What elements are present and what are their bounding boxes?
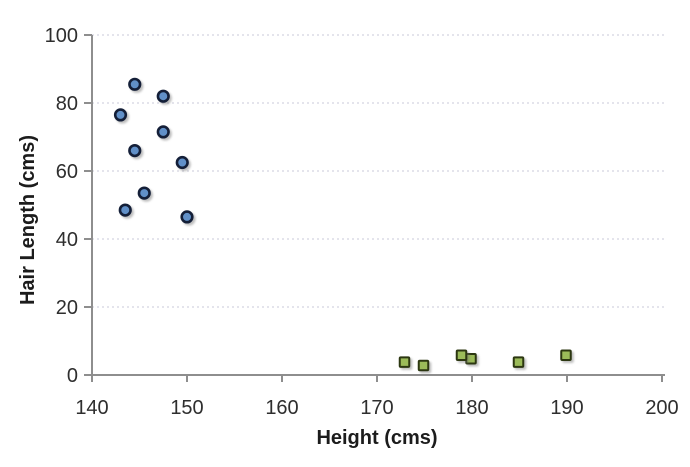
x-tick-label: 200	[645, 397, 678, 419]
x-tick-label: 150	[170, 397, 203, 419]
y-axis-title: Hair Length (cms)	[17, 135, 39, 305]
scatter-point-circle	[137, 186, 151, 200]
x-tick-label: 180	[455, 397, 488, 419]
scatter-point-square	[560, 349, 572, 362]
x-tick-labels: 140 150 160 170 180 190 200	[75, 397, 678, 419]
x-tick-label: 140	[75, 397, 108, 419]
axes	[90, 35, 665, 376]
scatter-point-circle	[118, 203, 132, 217]
x-axis-title: Height (cms)	[316, 427, 437, 449]
y-tick-labels: 0 20 40 60 80 100	[45, 25, 78, 387]
scatter-point-circle	[180, 210, 194, 224]
scatter-point-circle	[156, 125, 170, 139]
y-tick-label: 0	[67, 365, 78, 387]
scatter-point-circle	[113, 108, 128, 122]
scatter-point-square	[465, 352, 477, 365]
x-tick-label: 170	[360, 397, 393, 419]
scatter-point-square	[417, 359, 430, 372]
scatter-point-circle	[156, 89, 170, 103]
scatter-point-square	[512, 356, 525, 368]
data-points	[113, 77, 572, 372]
scatter-point-circle	[128, 144, 142, 158]
y-tick-label: 40	[56, 229, 78, 251]
scatter-point-square	[455, 349, 468, 362]
y-tick-label: 80	[56, 93, 78, 115]
y-tick-label: 100	[45, 25, 78, 47]
scatter-point-circle	[128, 77, 142, 91]
x-tick-label: 190	[550, 397, 583, 419]
y-tick-label: 60	[56, 161, 78, 183]
tick-marks	[84, 34, 663, 382]
x-tick-label: 160	[265, 397, 298, 419]
y-tick-label: 20	[56, 297, 78, 319]
scatter-point-circle	[175, 155, 189, 170]
scatter-point-square	[398, 356, 411, 368]
gridlines	[92, 34, 664, 308]
